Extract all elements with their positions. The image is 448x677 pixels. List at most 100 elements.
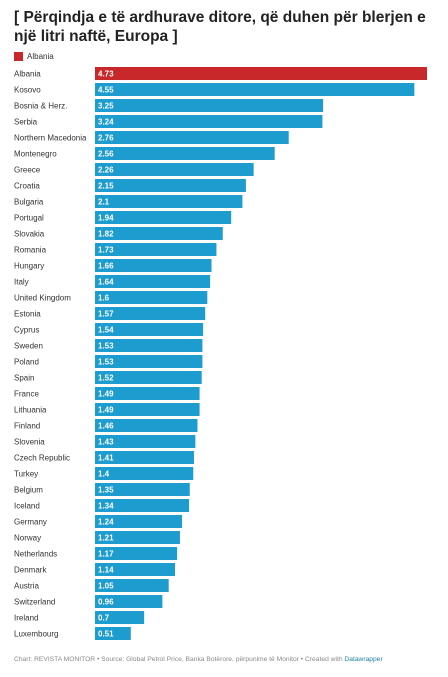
bar-switzerland [95,595,163,608]
bar-slovenia [95,435,196,448]
category-label-iceland: Iceland [14,502,40,511]
value-label-netherlands: 1.17 [98,550,114,559]
bar-belgium [95,483,190,496]
bar-bulgaria [95,195,243,208]
bar-france [95,387,200,400]
category-label-croatia: Croatia [14,182,40,191]
value-label-albania: 4.73 [98,70,114,79]
value-label-finland: 1.46 [98,422,114,431]
legend-label-albania: Albania [27,51,54,61]
category-label-romania: Romania [14,246,47,255]
category-label-norway: Norway [14,534,41,543]
value-label-hungary: 1.66 [98,262,114,271]
category-label-cyprus: Cyprus [14,326,39,335]
value-label-poland: 1.53 [98,358,114,367]
value-label-northern-macedonia: 2.76 [98,134,114,143]
category-label-united-kingdom: United Kingdom [14,294,71,303]
category-label-estonia: Estonia [14,310,41,319]
bar-ireland [95,611,145,624]
value-label-france: 1.49 [98,390,114,399]
category-label-portugal: Portugal [14,214,44,223]
bar-poland [95,355,203,368]
chart-legend: Albania [14,50,54,62]
category-label-lithuania: Lithuania [14,406,47,415]
value-label-denmark: 1.14 [98,566,114,575]
value-label-belgium: 1.35 [98,486,114,495]
category-label-italy: Italy [14,278,29,287]
value-label-kosovo: 4.55 [98,86,114,95]
bar-finland [95,419,198,432]
value-label-slovenia: 1.43 [98,438,114,447]
chart-title: [ Përqindja e të ardhurave ditore, që du… [14,9,426,45]
value-label-norway: 1.21 [98,534,114,543]
bar-northern-macedonia [95,131,289,144]
bar-estonia [95,307,206,320]
value-label-portugal: 1.94 [98,214,114,223]
value-label-sweden: 1.53 [98,342,114,351]
bar-chart: Albania 4.73 Kosovo 4.55 Bosnia & Herz. 3.25 S… [14,67,427,640]
value-label-ireland: 0.7 [98,614,110,623]
value-label-croatia: 2.15 [98,182,114,191]
value-label-bulgaria: 2.1 [98,198,110,207]
bar-cyprus [95,323,204,336]
category-label-montenegro: Montenegro [14,150,57,159]
bar-denmark [95,563,176,576]
value-label-austria: 1.05 [98,582,114,591]
legend-swatch-albania [14,51,23,61]
category-label-greece: Greece [14,166,41,175]
category-label-germany: Germany [14,518,47,527]
bar-netherlands [95,547,178,560]
value-label-slovakia: 1.82 [98,230,114,239]
bar-luxembourg [95,627,131,640]
bar-iceland [95,499,190,512]
bar-lithuania [95,403,200,416]
value-label-czech-republic: 1.41 [98,454,114,463]
category-label-netherlands: Netherlands [14,550,57,559]
category-label-austria: Austria [14,582,39,591]
bar-spain [95,371,202,384]
bar-austria [95,579,169,592]
category-label-hungary: Hungary [14,262,44,271]
category-label-turkey: Turkey [14,470,38,479]
category-label-kosovo: Kosovo [14,86,41,95]
category-label-ireland: Ireland [14,614,38,623]
bar-norway [95,531,180,544]
chart-footer: Chart: REVISTA MONITOR • Source: Global … [14,656,439,663]
bar-greece [95,163,254,176]
bar-albania [95,67,427,80]
bar-turkey [95,467,194,480]
bar-sweden [95,339,203,352]
bar-montenegro [95,147,275,160]
bar-hungary [95,259,212,272]
value-label-montenegro: 2.56 [98,150,114,159]
value-label-turkey: 1.4 [98,470,110,479]
value-label-bosnia-herz: 3.25 [98,102,114,111]
value-label-greece: 2.26 [98,166,114,175]
category-label-slovakia: Slovakia [14,230,45,239]
footer-source-text: Chart: REVISTA MONITOR • Source: Global … [14,656,345,663]
bar-croatia [95,179,246,192]
category-label-belgium: Belgium [14,486,43,495]
value-label-spain: 1.52 [98,374,114,383]
bar-romania [95,243,217,256]
category-label-spain: Spain [14,374,34,383]
value-label-luxembourg: 0.51 [98,630,114,639]
value-label-italy: 1.64 [98,278,114,287]
value-label-romania: 1.73 [98,246,114,255]
category-label-sweden: Sweden [14,342,43,351]
value-label-estonia: 1.57 [98,310,114,319]
category-label-albania: Albania [14,70,41,79]
bar-slovakia [95,227,223,240]
value-label-lithuania: 1.49 [98,406,114,415]
category-label-serbia: Serbia [14,118,38,127]
category-label-poland: Poland [14,358,39,367]
category-label-bosnia-herz: Bosnia & Herz. [14,102,67,111]
category-label-czech-republic: Czech Republic [14,454,70,463]
category-label-slovenia: Slovenia [14,438,45,447]
footer-brand-link[interactable]: Datawrapper [344,656,383,663]
value-label-serbia: 3.24 [98,118,114,127]
bar-united-kingdom [95,291,208,304]
category-label-northern-macedonia: Northern Macedonia [14,134,87,143]
value-label-cyprus: 1.54 [98,326,114,335]
value-label-united-kingdom: 1.6 [98,294,110,303]
